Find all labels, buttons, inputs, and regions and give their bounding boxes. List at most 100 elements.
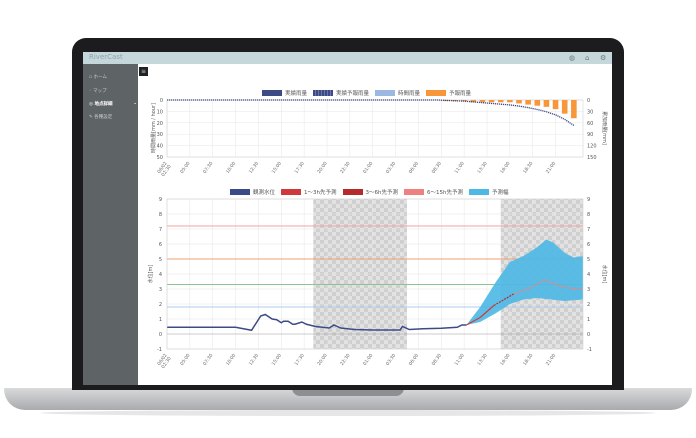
y-tick-label-right: 9 bbox=[587, 197, 590, 203]
forecast-rain-bar bbox=[552, 100, 559, 110]
level-left-axis-label: 水位[m] bbox=[147, 265, 154, 284]
x-tick-label: 17:30 bbox=[293, 161, 305, 175]
legend-item[interactable]: 1～3h先予測 bbox=[281, 188, 337, 196]
x-tick-label: 07:30 bbox=[202, 353, 214, 367]
x-tick-label: 20:00 bbox=[316, 353, 328, 367]
x-tick-label: 05:00 bbox=[179, 161, 191, 175]
x-tick-label: 08:30 bbox=[431, 161, 443, 175]
y-tick-label-left: 1 bbox=[159, 317, 162, 323]
x-tick-label: 16:00 bbox=[499, 353, 511, 367]
forecast-rain-bar bbox=[571, 100, 577, 119]
legend-swatch bbox=[281, 189, 302, 195]
sidebar-item-detail[interactable]: ◎ 地点詳細 ⌄ bbox=[89, 101, 137, 107]
sidebar-item-label: ホーム bbox=[93, 75, 107, 80]
x-tick-label: 20:00 bbox=[316, 161, 328, 175]
info-icon: ◎ bbox=[89, 102, 95, 107]
sidebar-item-settings[interactable]: ✎ 各種設定 bbox=[89, 114, 112, 120]
chevron-down-icon: ⌄ bbox=[133, 101, 137, 106]
x-tick-label: 13:30 bbox=[476, 161, 488, 175]
y-tick-label-left: 5 bbox=[159, 257, 162, 263]
forecast-rain-bar bbox=[543, 100, 550, 107]
wrench-icon: ✎ bbox=[89, 115, 95, 120]
legend-swatch bbox=[313, 90, 334, 96]
y-tick-label-right: 4 bbox=[587, 272, 590, 278]
forecast-line-fc_6_15 bbox=[527, 279, 545, 290]
legend-label: 時間雨量 bbox=[398, 91, 421, 97]
forecast-line-fc_6_15 bbox=[514, 288, 529, 295]
laptop-notch bbox=[292, 388, 404, 396]
app-header: RiverCast ◍ ⌂ ⚙ bbox=[83, 52, 612, 64]
y-tick-label-right: 7 bbox=[587, 227, 590, 233]
x-tick-label: 03:30 bbox=[385, 161, 397, 175]
gear-icon[interactable]: ⚙ bbox=[600, 54, 607, 62]
app-title: RiverCast bbox=[89, 53, 123, 61]
legend-item[interactable]: 観測水位 bbox=[230, 188, 275, 196]
forecast-rain-bar bbox=[534, 100, 541, 106]
forecast-rain-bar bbox=[470, 100, 477, 103]
x-tick-label: 05:00 bbox=[179, 353, 191, 367]
y-tick-label-left: 8 bbox=[159, 212, 162, 218]
x-tick-label: 21:00 bbox=[545, 161, 557, 175]
y-tick-label-right: 5 bbox=[587, 257, 590, 263]
sidebar-item-label: 各種設定 bbox=[94, 115, 113, 120]
y-tick-label-right: 30 bbox=[587, 109, 593, 115]
y-tick-label-right: 60 bbox=[587, 121, 593, 127]
legend-item[interactable]: 実績予報雨量 bbox=[313, 89, 369, 97]
x-tick-label: 21:00 bbox=[545, 353, 557, 367]
sidebar: ▫ ホーム ◦ マップ ◎ 地点詳細 ⌄ ✎ 各種設定 bbox=[83, 64, 138, 385]
sidebar-item-map[interactable]: ◦ マップ bbox=[89, 88, 107, 94]
sidebar-item-home[interactable]: ▫ ホーム bbox=[89, 74, 107, 80]
legend-item[interactable]: 予報雨量 bbox=[426, 89, 471, 97]
plot-frame bbox=[166, 99, 584, 158]
y-tick-label-left: 40 bbox=[157, 144, 163, 150]
y-tick-label-right: 6 bbox=[587, 242, 590, 248]
menu-toggle-button[interactable]: ≡ bbox=[139, 67, 148, 76]
y-tick-label-left: 4 bbox=[159, 272, 162, 278]
y-tick-label-left: 30 bbox=[157, 132, 163, 138]
legend-item[interactable]: 6～15h先予測 bbox=[404, 188, 463, 196]
legend-item[interactable]: 時間雨量 bbox=[375, 89, 420, 97]
y-tick-label-left: 2 bbox=[159, 302, 162, 308]
legend-label: 6～15h先予測 bbox=[427, 190, 463, 196]
legend-label: 予報雨量 bbox=[449, 91, 472, 97]
legend-label: 観測水位 bbox=[253, 190, 276, 196]
legend-swatch bbox=[230, 189, 250, 195]
x-tick-label: 08:30 bbox=[431, 353, 443, 367]
y-tick-label-right: 150 bbox=[587, 155, 597, 161]
hamburger-icon: ≡ bbox=[140, 68, 147, 75]
x-tick-label: 01:00 bbox=[362, 353, 374, 367]
y-tick-label-right: 1 bbox=[587, 317, 590, 323]
observed-level-line bbox=[167, 313, 467, 332]
forecast-rain-bar bbox=[479, 100, 486, 103]
x-tick-label: 10:00 bbox=[225, 353, 237, 367]
legend-label: 実績予報雨量 bbox=[336, 91, 370, 97]
x-tick-label: 13:30 bbox=[476, 353, 488, 367]
x-tick-label: 06:00 bbox=[408, 353, 420, 367]
y-tick-label-right: 2 bbox=[587, 302, 590, 308]
forecast-line-fc_1_3 bbox=[479, 305, 495, 318]
bell-icon[interactable]: ⌂ bbox=[585, 54, 590, 62]
legend-item[interactable]: 3～6h先予測 bbox=[342, 188, 399, 196]
laptop-shadow bbox=[40, 410, 656, 416]
legend-item[interactable]: 実績雨量 bbox=[262, 89, 307, 97]
y-tick-label-right: 8 bbox=[587, 212, 590, 218]
x-tick-label: 15:00 bbox=[271, 161, 283, 175]
y-tick-label-left: 3 bbox=[159, 287, 162, 293]
legend-label: 予測幅 bbox=[492, 190, 509, 196]
legend-item[interactable]: 予測幅 bbox=[469, 188, 509, 196]
rain-chart-legend: 実績雨量 実績予報雨量 時間雨量 予報雨量 bbox=[262, 89, 471, 97]
cumulative-rain-line bbox=[167, 99, 575, 127]
legend-swatch bbox=[404, 189, 425, 195]
x-tick-label: 10:00 bbox=[225, 161, 237, 175]
forecast-rain-bar bbox=[561, 100, 568, 114]
globe-icon[interactable]: ◍ bbox=[569, 54, 576, 62]
x-tick-label: 11:00 bbox=[453, 353, 465, 367]
y-tick-label-right: -1 bbox=[587, 347, 592, 353]
legend-label: 3～6h先予測 bbox=[365, 190, 399, 196]
y-tick-label-left: 10 bbox=[157, 109, 163, 115]
forecast-line-fc_6_15 bbox=[560, 285, 574, 290]
y-tick-label-right: 0 bbox=[587, 332, 590, 338]
